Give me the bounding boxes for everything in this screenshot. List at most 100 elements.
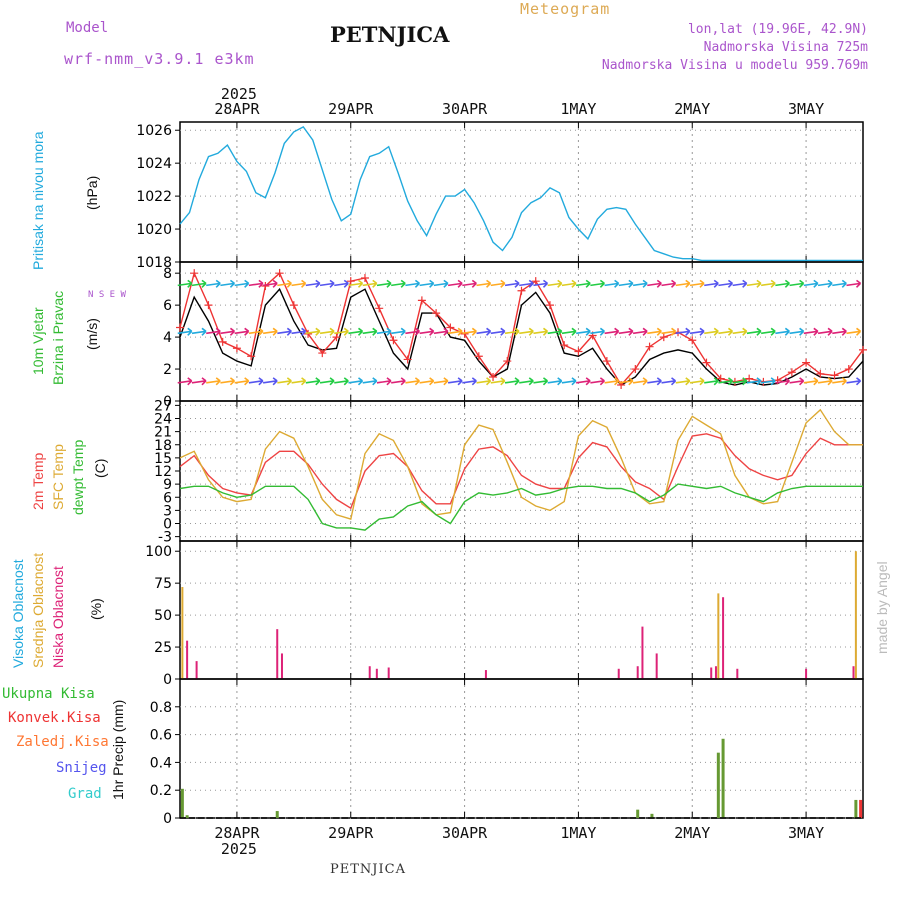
gust-marker [232, 344, 241, 353]
wind-arrow [376, 327, 392, 336]
wind-arrow [832, 327, 847, 336]
wind-arrow [220, 279, 235, 288]
day-label-top: 30APR [442, 100, 488, 118]
gust-marker [474, 352, 483, 361]
bar-srednja-oblacnost [717, 593, 720, 679]
day-label-bottom: 30APR [442, 824, 488, 842]
wind-arrow [490, 377, 506, 386]
y-tick-label: 0.8 [150, 700, 172, 716]
gust-marker [631, 365, 640, 374]
bar-srednja-oblacnost [181, 587, 184, 679]
y-tick-label: -3 [158, 530, 172, 546]
day-label-bottom: 1MAY [560, 824, 596, 842]
panel-clouds: 0 25 50 75 100 [145, 540, 864, 688]
wind-arrow [405, 327, 420, 336]
wind-arrow [746, 377, 762, 386]
wind-arrow [191, 377, 207, 386]
wind-arrow [234, 279, 250, 288]
wind-arrow [391, 279, 406, 288]
y-tick-label: 1026 [136, 123, 172, 139]
temp-unit-label: (C) [92, 458, 108, 478]
wind-arrow [504, 279, 520, 288]
wind-arrow [775, 279, 790, 288]
wind-arrow [490, 279, 506, 288]
y-tick-label: 100 [145, 544, 172, 560]
wind-arrow [248, 377, 264, 386]
y-tick-label: 1020 [136, 222, 172, 238]
wind-arrow [319, 279, 335, 288]
y-tick-label: 0.6 [150, 728, 172, 744]
wind-arrow [263, 327, 278, 336]
wind-arrow [547, 279, 563, 288]
y-tick-label: 0.4 [150, 755, 172, 771]
wind-arrow [348, 377, 364, 386]
wind-arrow [362, 377, 378, 386]
wind-arrow [789, 327, 805, 336]
gust-marker [574, 347, 583, 356]
gust-marker [389, 336, 398, 345]
gust-marker [432, 309, 441, 318]
bar-niska-oblacnost [484, 670, 487, 679]
wind-arrow [576, 279, 591, 288]
wind-arrow [234, 327, 250, 336]
wind-arrow [319, 377, 335, 386]
wind-arrow [718, 377, 734, 386]
cloud-unit-label: (%) [88, 598, 104, 620]
wind-arrow [419, 279, 435, 288]
y-tick-label: 1018 [136, 255, 172, 271]
cloud-mid-label: Srednja Oblacnost [30, 552, 46, 668]
gust-marker [503, 357, 512, 366]
wind-arrow [519, 279, 534, 288]
wind-arrow [604, 377, 620, 386]
gust-marker [560, 341, 569, 350]
wind-arrow [832, 279, 847, 288]
wind-arrow [604, 279, 620, 288]
wind-arrow [547, 377, 563, 386]
wind-arrow [220, 377, 235, 386]
wind-arrow [832, 377, 847, 386]
wind-arrow [362, 327, 378, 336]
wind-arrow [447, 377, 463, 386]
cloud-high-label: Visoka Oblacnost [10, 559, 26, 668]
wind-arrow [761, 279, 776, 288]
gust-marker [460, 329, 469, 338]
gust-marker [332, 333, 341, 342]
bar-niska-oblacnost [805, 668, 808, 679]
wind-arrow [376, 279, 392, 288]
y-tick-label: 21 [154, 425, 172, 441]
gust-marker [346, 277, 355, 286]
gust-marker [716, 374, 725, 383]
wind-arrow [590, 279, 605, 288]
wind-arrow [704, 279, 719, 288]
series-line-2m-temp [179, 433, 863, 510]
bar-niska-oblacnost [710, 667, 713, 679]
wind-arrow [618, 327, 634, 336]
bar-niska-oblacnost [852, 666, 855, 679]
gust-marker [247, 352, 256, 361]
wind-arrow [447, 327, 463, 336]
wind-arrow [590, 377, 605, 386]
gust-marker [403, 355, 412, 364]
panel-precip: 0 0.2 0.4 0.6 0.8 [150, 678, 864, 827]
day-label-top: 28APR [214, 100, 260, 118]
wind-arrow [846, 327, 862, 336]
wind-arrow [689, 377, 705, 386]
wind-arrow [533, 279, 549, 288]
gust-marker [602, 357, 611, 366]
wind-arrow [618, 377, 634, 386]
gust-marker [802, 358, 811, 367]
wind-arrow [718, 279, 734, 288]
wind-compass: N S E W [88, 290, 126, 300]
wind-arrow [277, 377, 292, 386]
y-tick-label: 6 [163, 298, 172, 314]
model-altitude-label: Nadmorska Visina u modelu 959.769m [601, 58, 868, 73]
gust-marker [261, 281, 270, 290]
day-label-bottom: 28APR [214, 824, 260, 842]
bar-ukupna-kisa [721, 738, 725, 818]
bar-niska-oblacnost [714, 666, 717, 679]
day-label-bottom: 3MAY [788, 824, 824, 842]
precip-graupel-label: Grad [68, 786, 102, 802]
gust-marker [645, 342, 654, 351]
bar-niska-oblacnost [280, 653, 283, 679]
wind-arrow [661, 327, 677, 336]
